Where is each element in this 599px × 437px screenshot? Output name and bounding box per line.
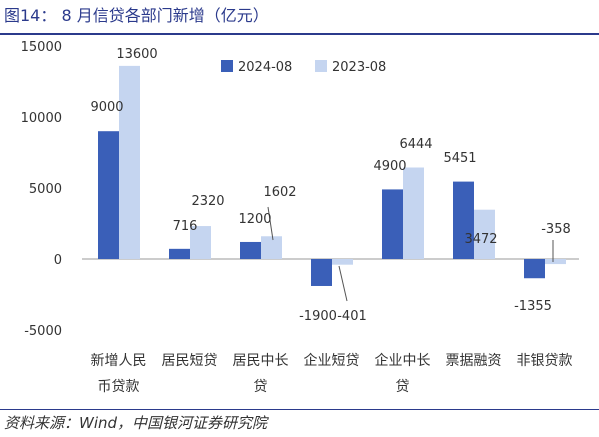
category-label: 币贷款 [98,379,140,395]
source-divider [0,409,599,410]
category-label: 居民中长 [233,353,289,369]
category-label: 贷 [396,379,410,395]
data-label: 6444 [399,137,432,152]
bar-2024-08-3 [311,259,332,286]
data-label: 2320 [191,194,224,209]
data-label: 5451 [443,151,476,166]
legend-swatch-2024-08 [221,60,233,72]
credit-bar-chart: 15000 10000 5000 0 -5000 2024-08 2023-08 新增人民币贷… [21,40,579,395]
data-label: -358 [541,222,571,237]
y-tick-label: 0 [54,253,62,268]
category-label: 居民短贷 [162,353,218,369]
source-note: 资料来源：Wind，中国银河证券研究院 [4,414,268,432]
category-label: 企业短贷 [304,352,360,369]
bar-2024-08-1 [169,248,190,259]
bar-2023-08-1 [190,226,211,259]
category-label: 企业中长 [375,352,431,369]
data-label: -1900 [299,309,337,324]
bar-2024-08-6 [524,259,545,279]
data-label: 3472 [464,232,497,247]
legend-label: 2023-08 [332,60,386,75]
y-tick-label: -5000 [24,324,62,339]
legend-swatch-2023-08 [315,60,327,72]
bar-2023-08-2 [261,236,282,259]
bar-2024-08-4 [382,189,403,259]
bar-2023-08-3 [332,259,353,265]
bar-2024-08-2 [240,241,261,259]
category-label: 票据融资 [446,353,502,369]
data-label: 13600 [116,47,157,62]
data-label: 9000 [90,100,123,115]
bar-2023-08-5 [474,209,495,259]
title-divider [0,33,599,35]
y-tick-label: 5000 [29,182,62,197]
data-label: 4900 [373,159,406,174]
y-tick-label: 15000 [21,40,62,55]
bar-2023-08-0 [119,65,140,259]
data-label: -401 [337,309,367,324]
legend-label: 2024-08 [238,60,292,75]
data-label: -1355 [514,299,552,314]
bar-2024-08-0 [98,131,119,259]
leader-line-2023-08-2 [267,206,274,241]
category-label: 新增人民 [91,353,147,369]
data-label: 1200 [238,212,271,227]
data-label: 1602 [263,185,296,200]
data-label: 716 [173,219,198,234]
bar-2024-08-5 [453,181,474,259]
y-tick-label: 10000 [21,111,62,126]
category-label: 非银贷款 [517,353,573,369]
bar-2023-08-6 [545,259,566,265]
leader-line-2023-08-3 [338,265,348,302]
category-label: 贷 [254,379,268,395]
figure-title: 图14： 8 月信贷各部门新增（亿元） [4,6,269,25]
bar-2023-08-4 [403,167,424,259]
